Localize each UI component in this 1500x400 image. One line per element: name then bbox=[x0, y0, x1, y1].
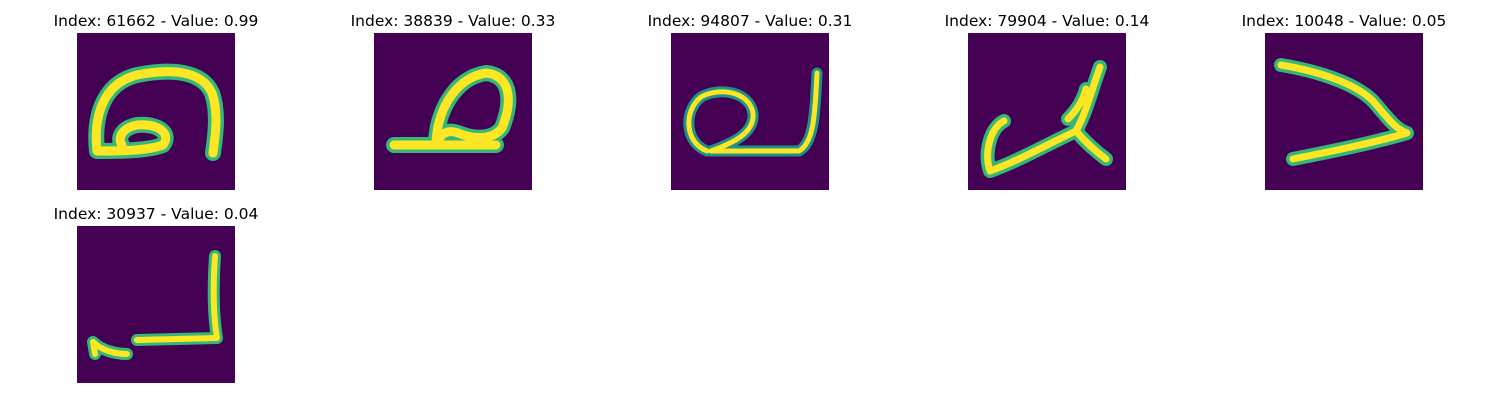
image-cell: Index: 10048 - Value: 0.05 bbox=[1224, 9, 1464, 190]
image-title: Index: 79904 - Value: 0.14 bbox=[944, 12, 1150, 30]
glyph-drawing bbox=[88, 63, 224, 161]
image-cell: Index: 79904 - Value: 0.14 bbox=[927, 9, 1167, 190]
image-title: Index: 30937 - Value: 0.04 bbox=[53, 205, 259, 223]
glyph-drawing bbox=[980, 60, 1113, 178]
handwritten-glyph-image bbox=[77, 226, 235, 383]
image-cell: Index: 30937 - Value: 0.04 bbox=[36, 202, 276, 383]
image-title: Index: 94807 - Value: 0.31 bbox=[647, 12, 853, 30]
glyph-drawing bbox=[683, 67, 823, 157]
image-title: Index: 10048 - Value: 0.05 bbox=[1241, 12, 1447, 30]
image-title: Index: 38839 - Value: 0.33 bbox=[350, 12, 556, 30]
glyph-drawing bbox=[1274, 58, 1414, 166]
image-title: Index: 61662 - Value: 0.99 bbox=[53, 12, 259, 30]
handwritten-glyph-image bbox=[671, 33, 829, 190]
image-cell: Index: 38839 - Value: 0.33 bbox=[333, 9, 573, 190]
glyph-drawing bbox=[87, 250, 223, 360]
image-cell: Index: 94807 - Value: 0.31 bbox=[630, 9, 870, 190]
image-cell: Index: 61662 - Value: 0.99 bbox=[36, 9, 276, 190]
handwritten-glyph-image bbox=[968, 33, 1126, 190]
handwritten-glyph-image bbox=[77, 33, 235, 190]
glyph-drawing bbox=[386, 65, 517, 153]
handwritten-glyph-image bbox=[374, 33, 532, 190]
handwritten-glyph-image bbox=[1265, 33, 1423, 190]
